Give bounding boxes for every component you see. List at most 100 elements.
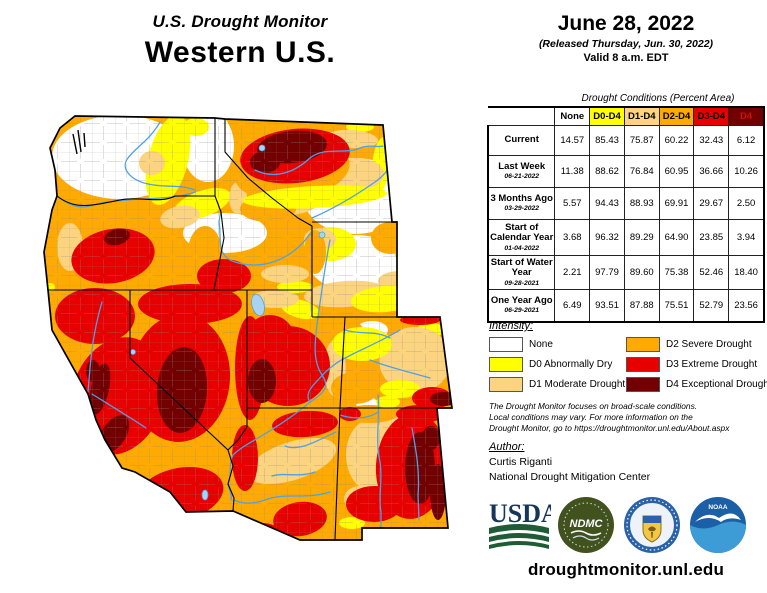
table-header-row: None D0-D4 D1-D4 D2-D4 D3-D4 D4 xyxy=(488,106,766,126)
cell-value: 52.79 xyxy=(693,289,730,323)
disclaimer: The Drought Monitor focuses on broad-sca… xyxy=(489,401,730,433)
cell-value: 6.49 xyxy=(554,289,591,323)
cell-value: 3.94 xyxy=(728,219,766,256)
map-title-block: U.S. Drought Monitor Western U.S. xyxy=(90,12,390,70)
table-row: Last Week 06-21-2022 11.38 88.62 76.84 60… xyxy=(487,155,766,188)
commerce-seal-logo xyxy=(624,497,680,553)
table-row: Start of Water Year 09-28-2021 2.21 97.79… xyxy=(487,255,766,290)
page-kicker: U.S. Drought Monitor xyxy=(152,12,328,31)
cell-value: 60.22 xyxy=(658,125,695,156)
valid-time: Valid 8 a.m. EDT xyxy=(583,52,669,64)
svg-text:NDMC: NDMC xyxy=(570,518,604,530)
cell-value: 2.50 xyxy=(728,187,766,220)
table-caption: Drought Conditions (Percent Area) xyxy=(581,93,735,104)
svg-text:USDA: USDA xyxy=(489,499,551,528)
col-header-d4: D4 xyxy=(728,106,766,126)
svg-text:NOAA: NOAA xyxy=(708,504,727,511)
row-date: 01-04-2022 xyxy=(504,244,540,252)
drought-map xyxy=(43,115,453,541)
row-date: 06-21-2022 xyxy=(504,173,540,181)
cell-value: 96.32 xyxy=(589,219,625,256)
legend-item-d3: D3 Extreme Drought xyxy=(626,357,757,372)
website-url[interactable]: droughtmonitor.unl.edu xyxy=(527,560,725,579)
cell-value: 89.29 xyxy=(623,219,660,256)
cell-value: 60.95 xyxy=(658,155,695,188)
legend-item-d4: D4 Exceptional Drought xyxy=(626,377,767,392)
cell-value: 23.56 xyxy=(728,289,766,323)
intensity-heading: Intensity: xyxy=(489,320,534,332)
cell-value: 6.12 xyxy=(728,125,766,156)
cell-value: 75.51 xyxy=(658,289,695,323)
logo-row: USDA NDMC NOAA xyxy=(487,496,765,556)
drought-conditions-table: None D0-D4 D1-D4 D2-D4 D3-D4 D4 Current … xyxy=(487,106,766,323)
legend-item-d1: D1 Moderate Drought xyxy=(489,377,625,392)
swatch-d4 xyxy=(626,377,660,392)
legend-item-d2: D2 Severe Drought xyxy=(626,337,752,352)
released-date: (Released Thursday, Jun. 30, 2022) xyxy=(538,38,714,50)
col-header-none: None xyxy=(554,106,591,126)
author-name: Curtis Riganti xyxy=(489,456,553,468)
cell-value: 88.93 xyxy=(623,187,660,220)
swatch-d3 xyxy=(626,357,660,372)
author-org: National Drought Mitigation Center xyxy=(489,471,651,483)
table-row: 3 Months Ago 03-29-2022 5.57 94.43 88.93 … xyxy=(487,187,766,220)
cell-value: 32.43 xyxy=(693,125,730,156)
swatch-d0 xyxy=(489,357,523,372)
table-row: Current 14.57 85.43 75.87 60.22 32.43 6.… xyxy=(487,125,766,156)
state-borders xyxy=(48,118,437,541)
cell-value: 2.21 xyxy=(554,255,591,290)
noaa-logo: NOAA xyxy=(690,497,746,553)
cell-value: 18.40 xyxy=(728,255,766,290)
cell-value: 14.57 xyxy=(554,125,591,156)
map-date: June 28, 2022 xyxy=(557,12,695,35)
swatch-d1 xyxy=(489,377,523,392)
col-header-d3-d4: D3-D4 xyxy=(693,106,730,126)
row-label: 3 Months Ago 03-29-2022 xyxy=(487,187,556,220)
cell-value: 11.38 xyxy=(554,155,591,188)
cell-value: 75.38 xyxy=(658,255,695,290)
cell-value: 94.43 xyxy=(589,187,625,220)
rivers xyxy=(56,121,431,529)
row-date: 06-29-2021 xyxy=(504,307,540,315)
page-title: Western U.S. xyxy=(144,36,336,69)
table-row: Start of Calendar Year 01-04-2022 3.68 96… xyxy=(487,219,766,256)
cell-value: 10.26 xyxy=(728,155,766,188)
info-panel: June 28, 2022 (Released Thursday, Jun. 3… xyxy=(487,0,767,593)
col-header-d2-d4: D2-D4 xyxy=(658,106,695,126)
cell-value: 64.90 xyxy=(658,219,695,256)
row-date: 09-28-2021 xyxy=(504,279,540,287)
cell-value: 85.43 xyxy=(589,125,625,156)
legend-item-d0: D0 Abnormally Dry xyxy=(489,357,612,372)
cell-value: 3.68 xyxy=(554,219,591,256)
table-row: One Year Ago 06-29-2021 6.49 93.51 87.88 … xyxy=(487,289,766,323)
swatch-none xyxy=(489,337,523,352)
cell-value: 89.60 xyxy=(623,255,660,290)
lakes xyxy=(130,144,326,501)
ndmc-logo: NDMC xyxy=(558,497,614,553)
row-label: One Year Ago 06-29-2021 xyxy=(487,289,556,323)
row-label: Current xyxy=(487,125,556,156)
cell-value: 23.85 xyxy=(693,219,730,256)
cell-value: 5.57 xyxy=(554,187,591,220)
cell-value: 87.88 xyxy=(623,289,660,323)
cell-value: 97.79 xyxy=(589,255,625,290)
swatch-d2 xyxy=(626,337,660,352)
row-label: Start of Water Year 09-28-2021 xyxy=(487,255,556,290)
legend-item-none: None xyxy=(489,337,553,352)
author-heading: Author: xyxy=(489,441,525,453)
row-label: Last Week 06-21-2022 xyxy=(487,155,556,188)
cell-value: 69.91 xyxy=(658,187,695,220)
col-header-d1-d4: D1-D4 xyxy=(623,106,660,126)
cell-value: 36.66 xyxy=(693,155,730,188)
cell-value: 75.87 xyxy=(623,125,660,156)
col-header-d0-d4: D0-D4 xyxy=(589,106,625,126)
cell-value: 52.46 xyxy=(693,255,730,290)
row-date: 03-29-2022 xyxy=(504,205,540,213)
cell-value: 93.51 xyxy=(589,289,625,323)
cell-value: 76.84 xyxy=(623,155,660,188)
puget-sound xyxy=(72,129,86,155)
county-lines xyxy=(44,116,452,540)
row-label: Start of Calendar Year 01-04-2022 xyxy=(487,219,556,256)
cell-value: 88.62 xyxy=(589,155,625,188)
